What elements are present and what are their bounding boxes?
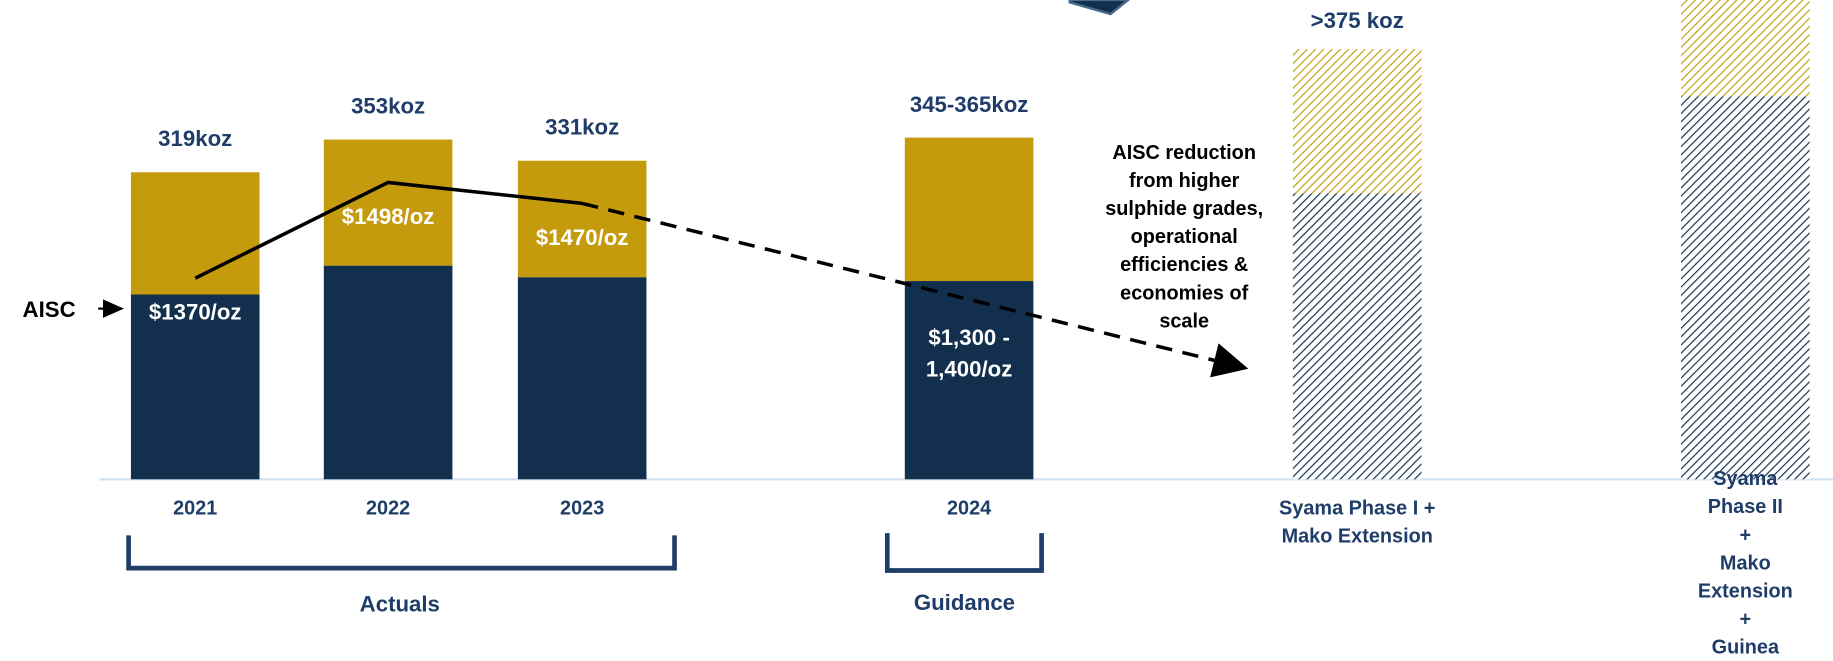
bar-segment xyxy=(1681,0,1810,97)
bar-segment xyxy=(904,281,1034,480)
x-tick-label: 2023 xyxy=(560,496,605,520)
bar-segment xyxy=(1292,193,1422,480)
chart-svg xyxy=(98,0,1833,573)
trend-arrow xyxy=(581,201,1249,378)
bar-segment xyxy=(1681,96,1810,480)
x-tick-label: 2021 xyxy=(173,496,218,520)
bar-segment xyxy=(1292,49,1422,194)
bar-segment xyxy=(517,277,647,480)
bar-segment xyxy=(904,137,1034,282)
aisc-value-label: $1,300 - 1,400/oz xyxy=(925,326,1013,383)
bar-segment xyxy=(130,294,260,480)
actuals-label: Actuals xyxy=(359,592,440,618)
x-tick-label: Syama Phase II + Mako Extension + Guinea xyxy=(1697,467,1793,658)
x-tick-label: Syama Phase I + Mako Extension xyxy=(1279,496,1436,547)
x-tick-label: 2022 xyxy=(366,496,411,520)
x-tick-label: 2024 xyxy=(946,496,992,520)
aisc-label: AISC xyxy=(22,298,76,323)
note: AISC reduction from higher sulphide grad… xyxy=(1105,141,1264,332)
chart: AISC AISC reduction from higher sulphide… xyxy=(22,0,1833,658)
bar-segment xyxy=(130,172,260,295)
total-label: >375 koz xyxy=(1310,9,1404,34)
total-label: 353koz xyxy=(351,95,426,120)
bar-segment xyxy=(323,265,453,480)
callout-shape xyxy=(1068,0,1130,16)
guidance-label: Guidance xyxy=(913,591,1016,617)
page: {"chart_data":{"type":"bar","stacked":tr… xyxy=(22,0,1833,658)
total-label: 331koz xyxy=(545,116,620,141)
bracket-guidance xyxy=(884,533,1044,573)
bracket-actuals xyxy=(126,535,677,571)
marks xyxy=(130,0,1810,480)
aisc-value-label: $1498/oz xyxy=(341,205,435,230)
bar-segment xyxy=(517,160,647,278)
aisc-value-label: $1470/oz xyxy=(535,226,629,251)
aisc-value-label: $1370/oz xyxy=(148,300,242,326)
total-label: 345-365koz xyxy=(909,93,1029,118)
aisc-line xyxy=(194,180,583,280)
total-label: 319koz xyxy=(158,127,233,153)
